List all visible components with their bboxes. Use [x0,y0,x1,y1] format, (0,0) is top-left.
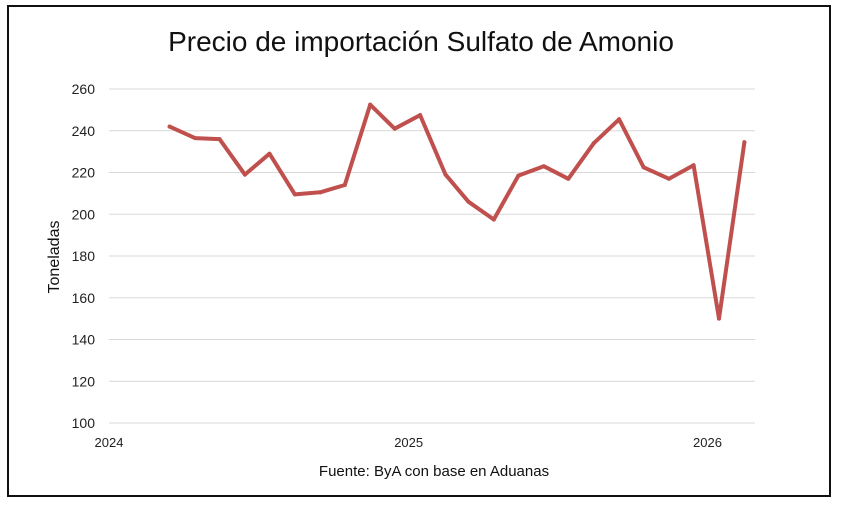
chart: Precio de importación Sulfato de Amonio … [46,26,755,480]
y-tick-label: 220 [72,165,96,181]
data-point [368,102,373,107]
y-axis-label: Toneladas [46,221,63,294]
y-tick-label: 160 [72,290,96,306]
data-point [691,163,696,168]
chart-frame: Precio de importación Sulfato de Amonio … [7,5,831,497]
x-tick-label: 2026 [693,435,722,450]
data-point [716,316,721,321]
y-tick-label: 200 [72,206,96,222]
x-tick-label: 2024 [95,435,124,450]
data-point [267,151,272,156]
data-point [667,176,672,181]
source-note: Fuente: ByA con base en Aduanas [319,463,549,480]
data-point [541,164,546,169]
data-point [516,173,521,178]
y-tick-label: 100 [72,415,96,431]
x-tick-labels: 2024 2025 2026 [95,435,722,450]
data-point [342,183,347,188]
y-tick-label: 260 [72,81,96,97]
data-point [491,217,496,222]
data-point [566,176,571,181]
y-tick-label: 120 [72,373,96,389]
data-line-group [167,102,747,321]
data-point [466,199,471,204]
x-tick-label: 2025 [394,435,423,450]
data-point [742,140,747,145]
y-tick-label: 240 [72,123,96,139]
y-tick-label: 140 [72,332,96,348]
y-tick-label: 180 [72,248,96,264]
data-point [418,113,423,118]
series-line-0 [167,102,747,321]
gridlines [109,88,755,424]
data-point [392,126,397,131]
data-point [167,124,172,129]
data-point [591,141,596,146]
data-point [292,192,297,197]
data-point [192,136,197,141]
y-tick-labels: 100 120 140 160 180 200 220 240 260 [72,81,96,431]
data-point [242,172,247,177]
data-point [443,172,448,177]
chart-title: Precio de importación Sulfato de Amonio [168,26,674,57]
data-point [641,165,646,170]
data-point [318,190,323,195]
data-point [217,137,222,142]
data-point [617,117,622,122]
